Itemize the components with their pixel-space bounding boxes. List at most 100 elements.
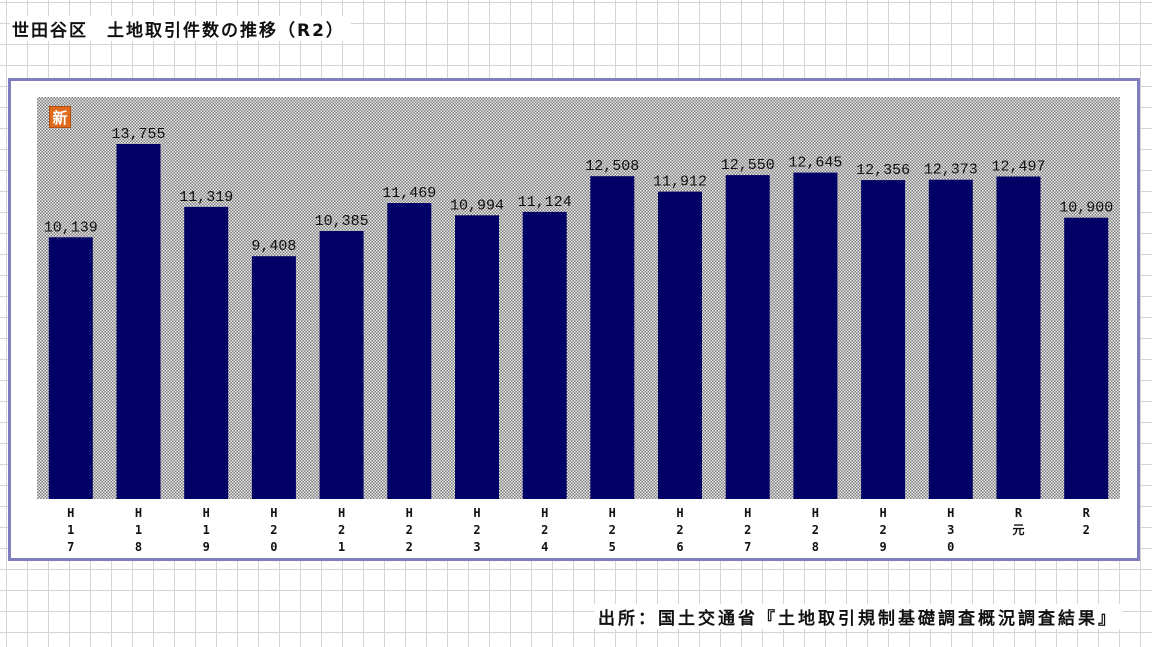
- tick-label-H21: H 2 1: [338, 506, 345, 554]
- bar-H24: [522, 211, 567, 499]
- bar-H18: [116, 144, 161, 499]
- page-title: 世田谷区 土地取引件数の推移（R2）: [10, 16, 351, 41]
- svg-text:H: H: [609, 506, 616, 520]
- svg-text:1: 1: [135, 523, 142, 537]
- tick-label-H23: H 2 3: [473, 506, 480, 554]
- svg-text:7: 7: [744, 540, 751, 554]
- svg-text:2: 2: [473, 523, 480, 537]
- svg-text:H: H: [135, 506, 142, 520]
- bar-H30: [928, 179, 973, 499]
- bar-H23: [455, 215, 499, 500]
- value-label-R元: 12,497: [991, 159, 1045, 176]
- value-label-H25: 12,508: [585, 158, 639, 175]
- svg-text:H: H: [676, 506, 683, 520]
- svg-text:1: 1: [203, 523, 210, 537]
- tick-label-H20: H 2 0: [270, 506, 277, 554]
- tick-label-H27: H 2 7: [744, 506, 751, 554]
- svg-text:R: R: [1083, 506, 1091, 520]
- value-label-H19: 11,319: [179, 189, 233, 206]
- bar-H22: [387, 203, 432, 499]
- svg-text:2: 2: [1083, 523, 1090, 537]
- bar-H19: [184, 206, 229, 499]
- svg-text:2: 2: [744, 523, 751, 537]
- svg-text:2: 2: [406, 523, 413, 537]
- value-label-H21: 10,385: [315, 213, 369, 230]
- bar-chart: 10,139 H 1 7 13,755 H 1 8 11,319 H 1 9 9,408 H 2 0 10,38…: [44, 126, 1113, 554]
- svg-text:9: 9: [203, 540, 210, 554]
- tick-label-H25: H 2 5: [609, 506, 616, 554]
- value-label-R2: 10,900: [1059, 200, 1113, 217]
- svg-text:2: 2: [812, 523, 819, 537]
- svg-text:R: R: [1015, 506, 1023, 520]
- tick-label-R2: R2: [1083, 506, 1091, 537]
- svg-text:H: H: [406, 506, 413, 520]
- tick-label-H18: H 1 8: [135, 506, 142, 554]
- svg-text:2: 2: [406, 540, 413, 554]
- tick-label-H24: H 2 4: [541, 506, 548, 554]
- svg-text:H: H: [947, 506, 954, 520]
- bar-H21: [319, 231, 364, 499]
- value-label-H22: 11,469: [382, 185, 436, 202]
- bar-H25: [590, 176, 635, 499]
- tick-label-H26: H 2 6: [676, 506, 683, 554]
- tick-label-H17: H 1 7: [67, 506, 74, 554]
- value-label-H29: 12,356: [856, 162, 910, 179]
- tick-label-H30: H 3 0: [947, 506, 954, 554]
- chart-panel: 10,139 H 1 7 13,755 H 1 8 11,319 H 1 9 9,408 H 2 0 10,38…: [8, 78, 1140, 561]
- value-label-H28: 12,645: [788, 155, 842, 172]
- svg-text:5: 5: [609, 540, 616, 554]
- value-label-H17: 10,139: [44, 219, 98, 236]
- svg-text:3: 3: [947, 523, 954, 537]
- svg-text:H: H: [744, 506, 751, 520]
- svg-text:2: 2: [676, 523, 683, 537]
- svg-text:8: 8: [135, 540, 142, 554]
- bar-H27: [725, 175, 770, 499]
- value-label-H24: 11,124: [518, 194, 572, 211]
- svg-text:9: 9: [879, 540, 886, 554]
- svg-text:4: 4: [541, 540, 548, 554]
- svg-text:H: H: [203, 506, 210, 520]
- value-label-H23: 10,994: [450, 197, 504, 214]
- svg-text:元: 元: [1012, 523, 1024, 537]
- bar-H28: [793, 172, 838, 499]
- svg-text:2: 2: [270, 523, 277, 537]
- value-label-H18: 13,755: [111, 126, 165, 143]
- svg-text:6: 6: [676, 540, 683, 554]
- bar-H26: [658, 191, 702, 499]
- value-label-H27: 12,550: [721, 157, 775, 174]
- bar-R元: [996, 176, 1041, 499]
- svg-text:2: 2: [541, 523, 548, 537]
- svg-text:0: 0: [947, 540, 954, 554]
- svg-text:0: 0: [270, 540, 277, 554]
- svg-text:H: H: [879, 506, 886, 520]
- svg-text:H: H: [473, 506, 480, 520]
- tick-label-R元: R元: [1012, 506, 1024, 537]
- svg-text:1: 1: [338, 540, 345, 554]
- svg-text:H: H: [338, 506, 345, 520]
- value-label-H20: 9,408: [251, 238, 296, 255]
- svg-text:H: H: [67, 506, 74, 520]
- tick-label-H22: H 2 2: [406, 506, 413, 554]
- svg-text:2: 2: [338, 523, 345, 537]
- bar-H17: [48, 237, 93, 500]
- bar-H20: [251, 256, 296, 499]
- svg-text:H: H: [270, 506, 277, 520]
- svg-text:3: 3: [473, 540, 480, 554]
- svg-text:2: 2: [609, 523, 616, 537]
- tick-label-H19: H 1 9: [203, 506, 210, 554]
- svg-text:8: 8: [812, 540, 819, 554]
- source-note: 出所：国土交通省『土地取引規制基礎調査概況調査結果』: [594, 604, 1122, 629]
- tick-label-H29: H 2 9: [879, 506, 886, 554]
- value-label-H30: 12,373: [924, 162, 978, 179]
- svg-text:H: H: [812, 506, 819, 520]
- svg-text:2: 2: [879, 523, 886, 537]
- svg-text:H: H: [541, 506, 548, 520]
- value-label-H26: 11,912: [653, 174, 707, 191]
- new-badge: 新: [49, 106, 71, 128]
- svg-text:7: 7: [67, 540, 74, 554]
- bar-R2: [1064, 217, 1109, 499]
- svg-text:1: 1: [67, 523, 74, 537]
- tick-label-H28: H 2 8: [812, 506, 819, 554]
- bar-H29: [861, 180, 906, 499]
